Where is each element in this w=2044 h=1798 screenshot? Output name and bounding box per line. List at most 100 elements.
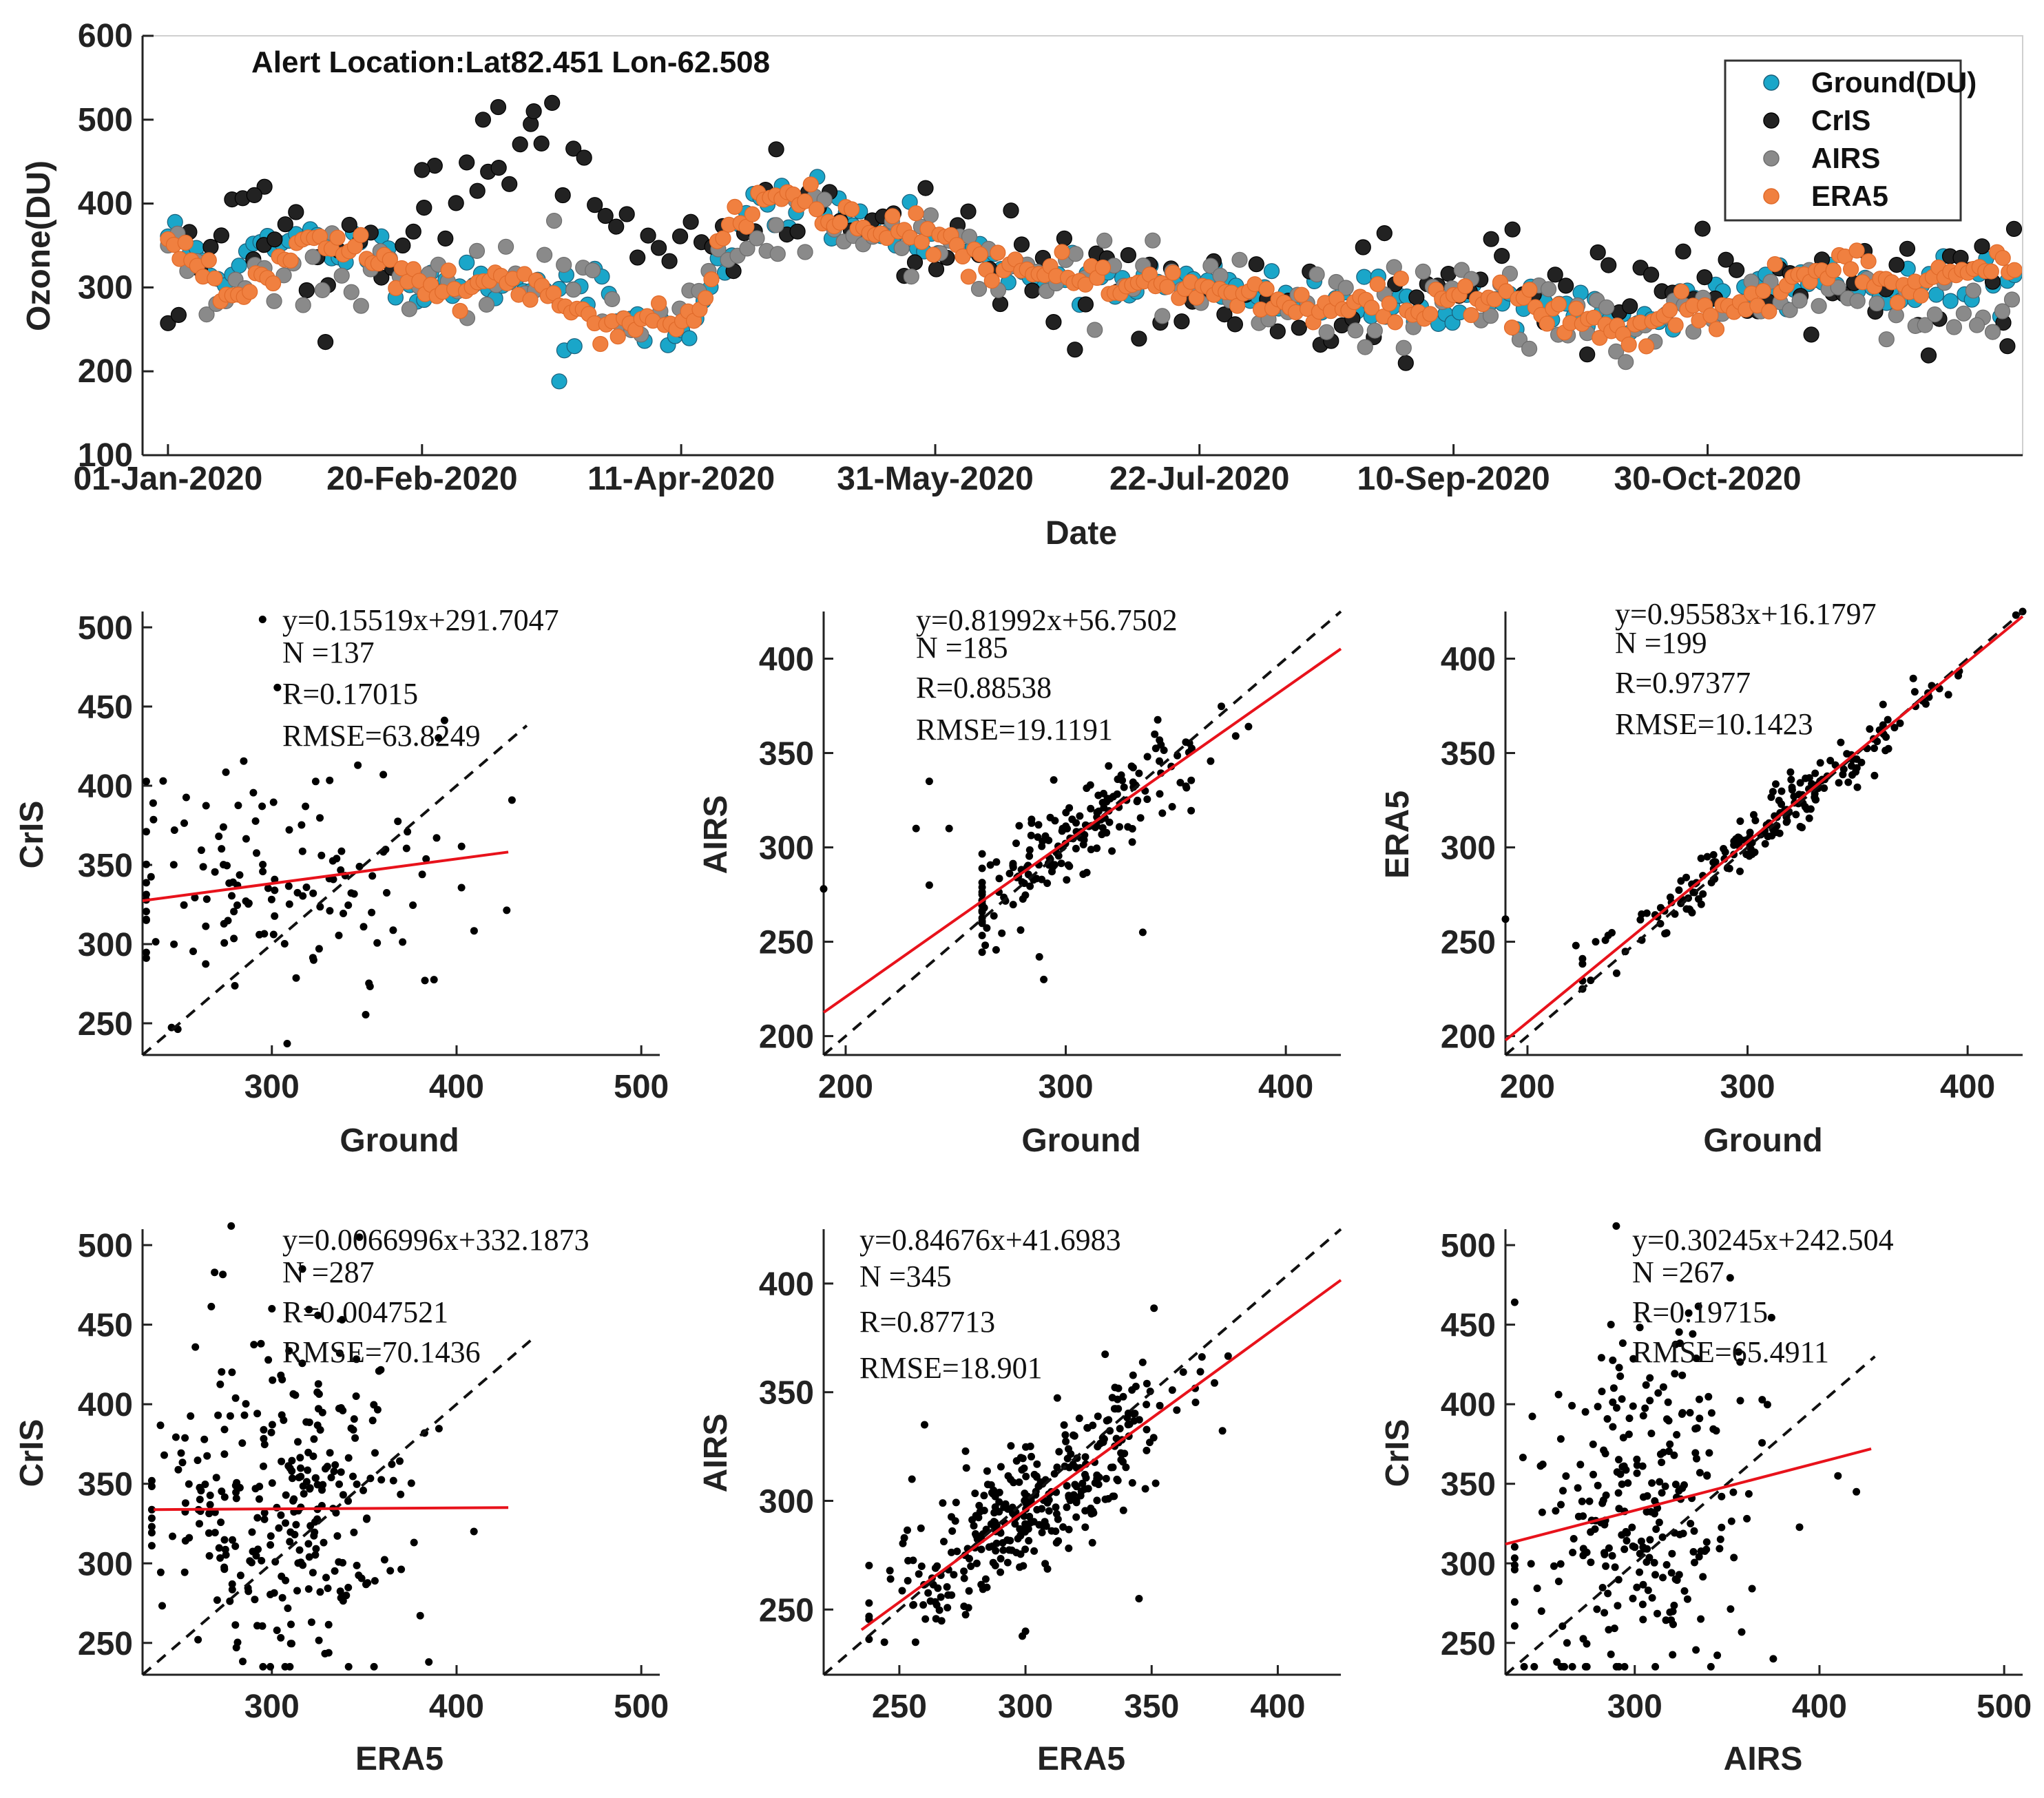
scatter-point <box>1735 834 1743 842</box>
scatter-point <box>220 1563 229 1571</box>
legend-label-ground: Ground(DU) <box>1811 66 1977 98</box>
scatter-point <box>337 866 345 874</box>
scatter-point <box>1798 824 1806 832</box>
data-point <box>1675 243 1691 260</box>
data-point <box>893 240 910 256</box>
regression-line <box>154 1506 509 1512</box>
y-tick-label: 450 <box>78 689 133 726</box>
scatter-point <box>1062 1437 1070 1445</box>
scatter-point <box>335 1349 344 1357</box>
data-point <box>1227 316 1244 333</box>
data-point <box>459 254 475 271</box>
data-point <box>282 252 299 269</box>
y-tick-label: 250 <box>78 1006 133 1043</box>
scatter-point <box>1642 1381 1650 1389</box>
scatter-point <box>950 1571 958 1579</box>
scatter-point <box>1530 1662 1539 1671</box>
scatter-point <box>1691 1449 1700 1457</box>
scatter-point <box>178 1459 187 1467</box>
data-point <box>1598 299 1615 315</box>
scatter-point <box>389 926 397 934</box>
stat-equation: y=0.84676x+41.6983 <box>859 1223 1121 1257</box>
x-tick-label: 300 <box>244 1689 300 1725</box>
scatter-point <box>177 1449 185 1457</box>
scatter-point <box>1651 1662 1660 1671</box>
scatter-point <box>1796 779 1804 787</box>
data-point <box>1547 266 1563 283</box>
scatter-point <box>253 1410 262 1418</box>
scatter-point <box>953 1547 961 1556</box>
data-point <box>1791 293 1808 309</box>
scatter-point <box>1011 1520 1019 1528</box>
data-point <box>314 282 331 298</box>
scatter-point <box>315 945 323 953</box>
time-series-title: Alert Location:Lat82.451 Lon-62.508 <box>251 45 770 79</box>
scatter-point <box>269 798 278 806</box>
scatter-point <box>311 1551 320 1559</box>
scatter-point <box>1173 1406 1181 1414</box>
scatter-point <box>1602 1562 1610 1570</box>
scatter-point <box>1603 1415 1612 1423</box>
scatter-point <box>1625 1430 1633 1439</box>
scatter-point <box>865 1635 873 1643</box>
data-point <box>1994 250 2011 266</box>
scatter-point <box>1691 1558 1698 1567</box>
scatter-point <box>1176 779 1185 786</box>
data-point <box>1357 339 1373 355</box>
scatter-point <box>316 903 324 911</box>
scatter-point <box>309 956 317 964</box>
scatter-point <box>353 1561 361 1569</box>
scatter-point <box>247 1558 255 1567</box>
scatter-point <box>1758 1439 1766 1447</box>
data-point <box>1550 296 1567 313</box>
scatter-point <box>142 890 150 899</box>
scatter-point <box>1639 1412 1647 1420</box>
scatter-point <box>1138 928 1147 937</box>
scatter-point <box>1675 1487 1683 1495</box>
scatter-point <box>339 1406 347 1414</box>
data-point <box>1761 303 1777 320</box>
scatter-point <box>397 1490 405 1498</box>
scatter-point <box>286 1662 294 1671</box>
scatter-point <box>1131 1410 1139 1418</box>
scatter-point <box>1510 1561 1519 1569</box>
scatter-point <box>865 1612 873 1620</box>
scatter-point <box>218 1487 226 1496</box>
y-tick-label: 400 <box>1441 1387 1496 1423</box>
scatter-point <box>1510 1298 1519 1306</box>
regression-line <box>1504 615 2024 1042</box>
data-point <box>1248 256 1264 273</box>
x-label-era5-airs: ERA5 <box>1037 1741 1125 1777</box>
scatter-point <box>1063 1482 1071 1490</box>
data-point <box>554 187 571 204</box>
scatter-point <box>1063 876 1071 884</box>
scatter-point <box>978 864 986 872</box>
data-point <box>1393 271 1409 287</box>
data-point <box>1258 281 1275 297</box>
data-point <box>1955 305 1972 322</box>
scatter-point <box>201 1481 209 1488</box>
scatter-point <box>1633 1455 1641 1463</box>
scatter-point <box>435 734 443 742</box>
scatter-point <box>371 1577 379 1585</box>
scatter-point <box>1772 780 1780 788</box>
scatter-point <box>1594 1481 1602 1489</box>
scatter-point <box>1224 1352 1232 1360</box>
regression-line <box>142 850 509 902</box>
scatter-point <box>197 846 205 855</box>
scatter-point <box>1550 1562 1558 1570</box>
scatter-point <box>1623 1529 1631 1537</box>
scatter-point <box>1853 783 1862 791</box>
data-point <box>1013 236 1030 253</box>
scatter-point <box>977 1580 985 1589</box>
data-point <box>1381 295 1397 312</box>
scatter-point <box>1103 828 1111 837</box>
scatter-point <box>284 1604 292 1612</box>
scatter-point <box>147 1542 156 1550</box>
scatter-point <box>921 1615 930 1623</box>
stat-n: N =267 <box>1632 1255 1724 1289</box>
scatter-point <box>1696 1469 1704 1477</box>
scatter-point <box>250 1341 258 1349</box>
scatter-point <box>284 1462 293 1470</box>
